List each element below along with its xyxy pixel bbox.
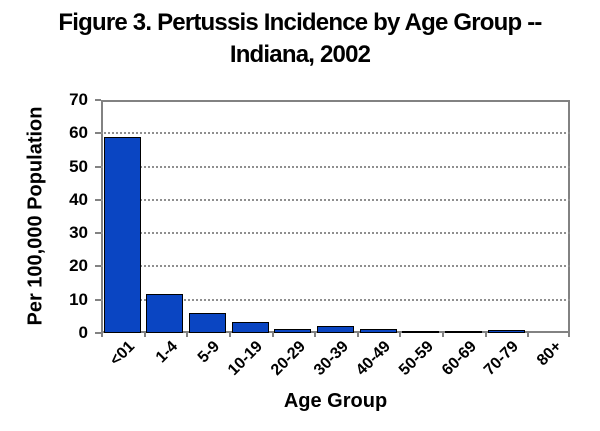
chart-title: Figure 3. Pertussis Incidence by Age Gro… bbox=[0, 7, 600, 71]
gridline-50 bbox=[101, 165, 570, 168]
y-tick-mark bbox=[95, 298, 101, 301]
y-tick-label: 60 bbox=[69, 123, 88, 143]
y-tick-mark bbox=[95, 265, 101, 268]
bar-20-29 bbox=[274, 329, 312, 333]
y-tick-label: 30 bbox=[69, 223, 88, 243]
gridline-30 bbox=[101, 232, 570, 235]
y-tick-mark bbox=[95, 332, 101, 334]
x-tick-label-80+: 80+ bbox=[533, 338, 565, 370]
x-axis-title: Age Group bbox=[283, 390, 388, 412]
x-tick-label-60-69: 60-69 bbox=[438, 338, 480, 379]
bar-10-19 bbox=[231, 322, 269, 333]
y-tick-mark bbox=[95, 99, 101, 101]
x-tick-mark bbox=[442, 333, 445, 337]
y-tick-label: 0 bbox=[78, 323, 88, 342]
x-tick-mark bbox=[228, 333, 231, 337]
bar-<01 bbox=[103, 137, 141, 333]
x-tick-mark bbox=[101, 333, 103, 337]
x-tick-label-40-49: 40-49 bbox=[353, 338, 395, 379]
y-tick-mark bbox=[95, 165, 101, 168]
gridline-40 bbox=[101, 198, 570, 201]
bar-5-9 bbox=[189, 313, 227, 333]
chart-title-line2: Indiana, 2002 bbox=[229, 41, 371, 68]
y-axis-title: Per 100,000 Population bbox=[24, 106, 47, 326]
bar-70-79 bbox=[487, 330, 525, 333]
x-tick-label-30-39: 30-39 bbox=[310, 338, 352, 379]
gridline-60 bbox=[101, 132, 570, 135]
y-tick-label: 70 bbox=[69, 90, 88, 109]
x-tick-mark bbox=[399, 333, 402, 337]
y-tick-label: 50 bbox=[69, 156, 88, 176]
x-tick-mark bbox=[271, 333, 274, 337]
x-tick-mark bbox=[186, 333, 189, 337]
y-tick-mark bbox=[95, 232, 101, 235]
x-tick-label-20-29: 20-29 bbox=[267, 338, 309, 379]
gridline-20 bbox=[101, 265, 570, 268]
chart-title-line1: Figure 3. Pertussis Incidence by Age Gro… bbox=[58, 9, 542, 36]
x-tick-mark bbox=[568, 333, 570, 337]
bar-50-59 bbox=[402, 331, 440, 333]
y-tick-label: 10 bbox=[69, 289, 88, 309]
x-tick-label-70-79: 70-79 bbox=[481, 338, 523, 379]
y-tick-label: 20 bbox=[69, 256, 88, 276]
gridline-10 bbox=[101, 298, 570, 301]
x-tick-label-10-19: 10-19 bbox=[225, 338, 267, 379]
x-tick-mark bbox=[314, 333, 317, 337]
bar-1-4 bbox=[146, 294, 184, 333]
x-tick-mark bbox=[143, 333, 146, 337]
bar-40-49 bbox=[359, 329, 397, 333]
x-tick-mark bbox=[356, 333, 359, 337]
x-tick-mark bbox=[484, 333, 487, 337]
bar-60-69 bbox=[444, 331, 482, 333]
y-tick-mark bbox=[95, 198, 101, 201]
x-tick-label-5-9: 5-9 bbox=[195, 338, 224, 367]
bar-30-39 bbox=[316, 326, 354, 333]
y-tick-mark bbox=[95, 132, 101, 135]
y-tick-label: 40 bbox=[69, 189, 88, 209]
x-tick-label-50-59: 50-59 bbox=[395, 338, 437, 379]
x-tick-mark bbox=[527, 333, 530, 337]
x-tick-label-1-4: 1-4 bbox=[152, 338, 181, 367]
x-tick-label-<01: <01 bbox=[107, 338, 139, 370]
